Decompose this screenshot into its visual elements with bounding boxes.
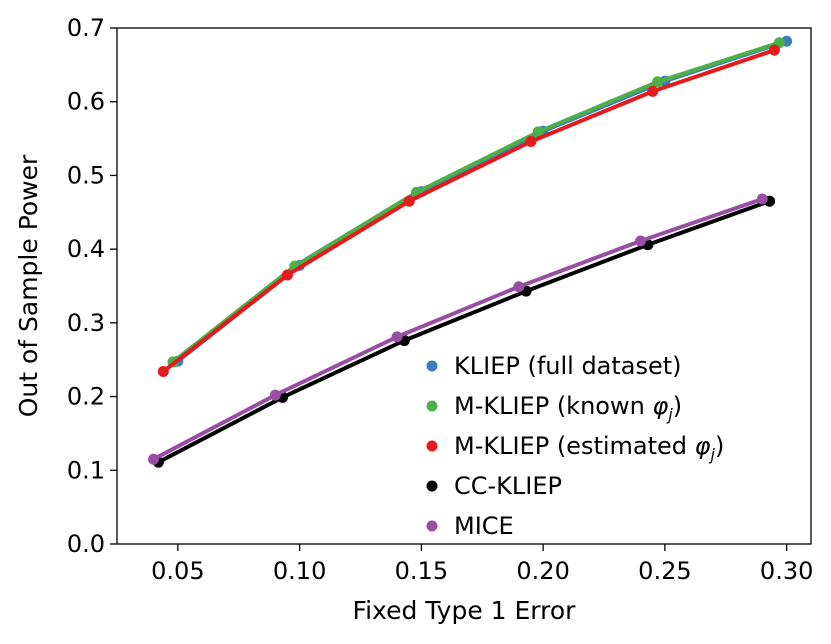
legend-label: CC-KLIEP — [454, 472, 562, 500]
y-tick-label: 0.7 — [67, 14, 105, 42]
legend-label: M-KLIEP (known φj) — [454, 392, 682, 424]
y-tick-label: 0.0 — [67, 530, 105, 558]
data-point — [647, 85, 659, 97]
data-point — [403, 195, 415, 207]
legend-marker — [426, 480, 438, 492]
legend-marker — [426, 400, 438, 412]
legend-item: MICE — [426, 512, 514, 540]
data-point — [148, 453, 160, 465]
data-point — [513, 281, 525, 293]
series-5 — [148, 193, 768, 465]
x-tick-label: 0.20 — [516, 557, 569, 585]
y-tick-label: 0.5 — [67, 161, 105, 189]
x-tick-label: 0.10 — [273, 557, 326, 585]
series-line — [151, 197, 765, 462]
plot-area — [117, 28, 811, 544]
series-line — [171, 40, 782, 364]
legend-marker — [426, 520, 438, 532]
legend-label: MICE — [454, 512, 514, 540]
y-tick-label: 0.1 — [67, 456, 105, 484]
x-axis-ticks: 0.05 0.10 0.15 0.20 0.25 0.30 — [151, 544, 813, 585]
series-3 — [157, 44, 780, 378]
data-point — [269, 389, 281, 401]
legend-item: M-KLIEP (known φj) — [426, 392, 682, 424]
series-2 — [167, 37, 785, 368]
data-point — [157, 366, 169, 378]
axes-layer — [116, 27, 812, 545]
x-tick-label: 0.25 — [638, 557, 691, 585]
x-tick-label: 0.30 — [760, 557, 813, 585]
series-line — [156, 199, 772, 465]
data-point — [635, 235, 647, 247]
data-point — [391, 331, 403, 343]
data-point — [652, 76, 664, 88]
x-axis-label: Fixed Type 1 Error — [353, 596, 577, 625]
y-tick-label: 0.3 — [67, 309, 105, 337]
y-tick-label: 0.6 — [67, 88, 105, 116]
data-point — [281, 269, 293, 281]
plot-frame — [116, 27, 812, 545]
y-tick-label: 0.2 — [67, 383, 105, 411]
data-point — [525, 136, 537, 148]
legend-label: KLIEP (full dataset) — [454, 352, 682, 380]
legend: KLIEP (full dataset) M-KLIEP (known φj) M-… — [426, 352, 724, 540]
legend-label: M-KLIEP (estimated φj) — [454, 432, 724, 464]
y-tick-label: 0.4 — [67, 235, 105, 263]
legend-item: M-KLIEP (estimated φj) — [426, 432, 724, 464]
data-point — [532, 126, 544, 138]
data-point — [756, 193, 768, 205]
legend-item: KLIEP (full dataset) — [426, 352, 682, 380]
y-axis-ticks: 0.0 0.1 0.2 0.3 0.4 0.5 0.6 0.7 — [67, 14, 117, 558]
legend-marker — [426, 360, 438, 372]
y-axis-label: Out of Sample Power — [14, 154, 43, 417]
legend-marker — [426, 440, 438, 452]
series-layer — [148, 35, 793, 468]
x-tick-label: 0.05 — [151, 557, 204, 585]
legend-item: CC-KLIEP — [426, 472, 562, 500]
data-point — [768, 44, 780, 56]
x-tick-label: 0.15 — [395, 557, 448, 585]
series-line — [161, 48, 777, 374]
